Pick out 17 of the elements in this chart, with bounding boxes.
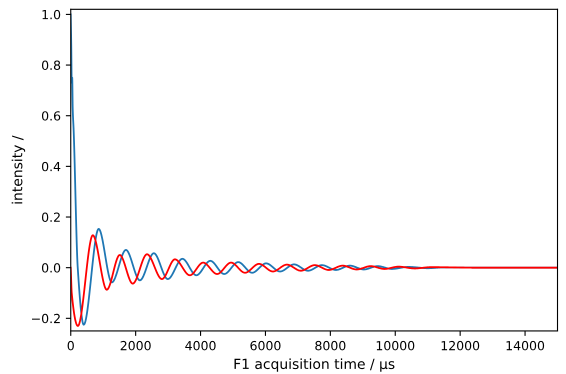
y-tick-label: 0.4 — [42, 162, 60, 172]
y-axis-title: intensity / — [12, 136, 26, 204]
x-tick-label: 2000 — [120, 340, 151, 350]
x-tick-label: 8000 — [315, 340, 346, 350]
x-tick-label: 10000 — [376, 340, 414, 350]
x-axis-title: F1 acquisition time / µs — [234, 358, 394, 372]
y-tick-label: 1.0 — [42, 10, 60, 20]
x-tick-label: 6000 — [250, 340, 281, 350]
x-tick-label: 0 — [68, 340, 74, 350]
x-tick-label: 4000 — [185, 340, 216, 350]
y-tick-label: 0.6 — [42, 111, 60, 121]
y-tick-label: 0.2 — [42, 212, 60, 222]
x-tick-label: 14000 — [506, 340, 544, 350]
y-tick-label: 0.8 — [42, 60, 60, 70]
x-tick-label: 12000 — [442, 340, 480, 350]
y-tick-label: −0.2 — [32, 314, 60, 324]
y-tick-label: 0.0 — [42, 263, 60, 273]
